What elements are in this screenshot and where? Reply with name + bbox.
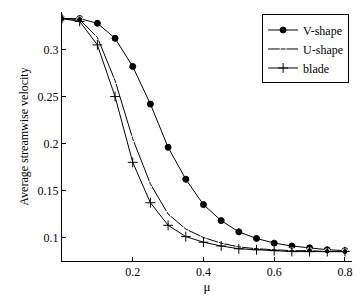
svg-text:blade: blade bbox=[303, 62, 329, 76]
svg-text:0.25: 0.25 bbox=[38, 90, 59, 104]
svg-text:0.15: 0.15 bbox=[38, 184, 59, 198]
svg-text:0.1: 0.1 bbox=[44, 231, 59, 245]
svg-text:U-shape: U-shape bbox=[303, 43, 343, 57]
svg-text:0.3: 0.3 bbox=[44, 43, 59, 57]
svg-text:0.2: 0.2 bbox=[125, 265, 140, 279]
svg-text:V-shape: V-shape bbox=[303, 24, 342, 38]
svg-text:0.4: 0.4 bbox=[196, 265, 211, 279]
svg-text:Average streamwise velocity: Average streamwise velocity bbox=[17, 67, 31, 205]
svg-text:0.2: 0.2 bbox=[44, 137, 59, 151]
svg-text:0.6: 0.6 bbox=[267, 265, 282, 279]
svg-text:0.8: 0.8 bbox=[337, 265, 352, 279]
svg-text:μ: μ bbox=[204, 279, 211, 294]
